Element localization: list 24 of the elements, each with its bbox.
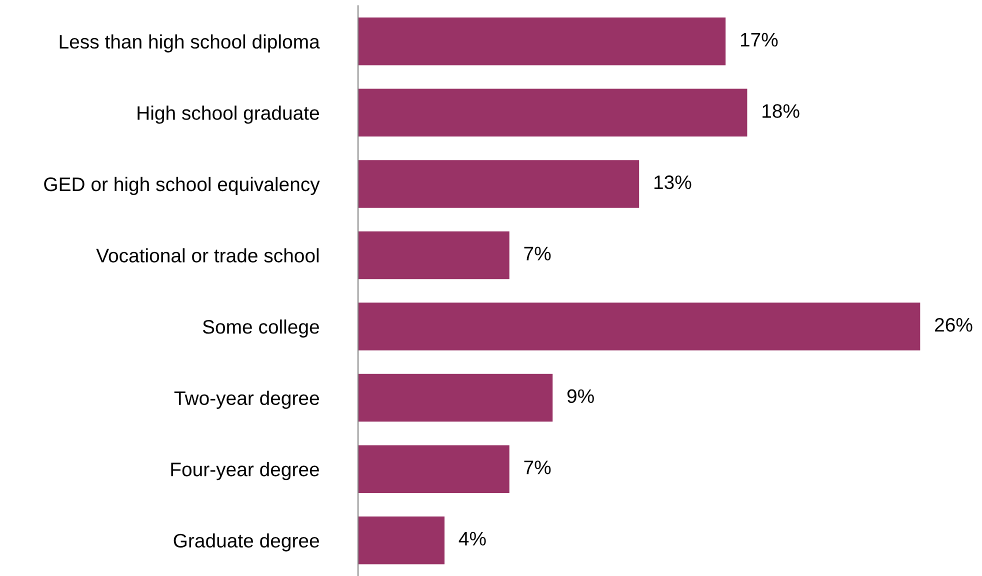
y-tick-label: Vocational or trade school (96, 248, 319, 262)
data-label: 7% (524, 460, 551, 474)
y-tick-label: GED or high school equivalency (44, 176, 320, 196)
y-tick-label: Some college (202, 319, 319, 338)
bar (358, 88, 748, 137)
y-tick-label: Less than high school diploma (60, 34, 320, 52)
bar (358, 374, 553, 422)
y-tick-label: Graduate degree (174, 533, 319, 552)
data-label: 18% (762, 104, 800, 118)
data-label: 9% (567, 389, 594, 404)
bar (358, 445, 510, 493)
data-label: 7% (524, 246, 551, 260)
bar (358, 302, 920, 350)
bar (358, 160, 640, 208)
y-tick-label: Four-year degree (171, 462, 319, 480)
data-label: 4% (458, 532, 486, 546)
bar (358, 231, 510, 280)
y-tick-label: High school graduate (138, 106, 319, 124)
data-label: 26% (935, 318, 972, 332)
bar (358, 18, 726, 66)
bar (358, 516, 445, 564)
y-tick-label: Two-year degree (174, 390, 319, 409)
data-label: 17% (740, 32, 778, 47)
data-label: 13% (654, 175, 692, 190)
